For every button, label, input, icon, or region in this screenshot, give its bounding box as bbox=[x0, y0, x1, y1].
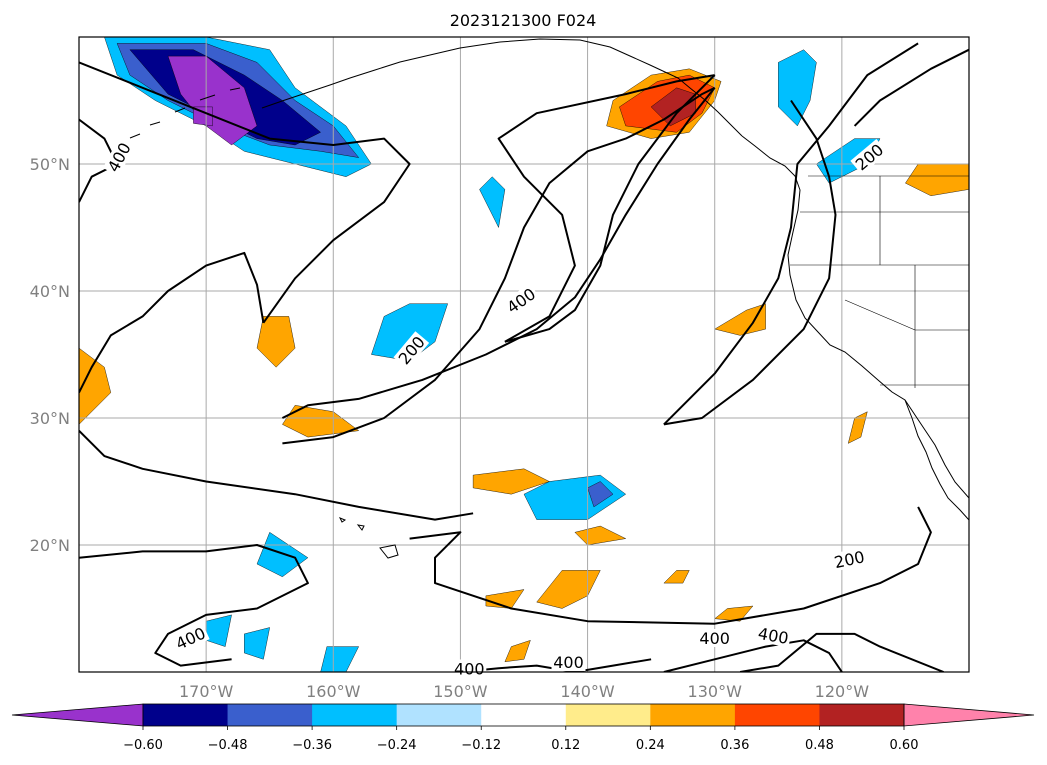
contour-label: 400 bbox=[553, 653, 584, 672]
coastline-layer bbox=[129, 38, 969, 559]
shaded-region bbox=[479, 176, 506, 228]
contour-line bbox=[853, 48, 969, 127]
contour-label-group: 400 bbox=[551, 653, 586, 672]
contour-label-backdrop bbox=[755, 623, 792, 648]
contour-label-backdrop bbox=[830, 546, 868, 572]
contour-label-backdrop bbox=[551, 653, 586, 672]
contour-label-backdrop bbox=[102, 137, 135, 177]
contour-line bbox=[281, 87, 716, 419]
x-tick-label: 120°W bbox=[815, 682, 870, 701]
shaded-region bbox=[848, 411, 868, 444]
colorbar-extend-high bbox=[903, 703, 1035, 727]
contour-label: 400 bbox=[454, 660, 485, 679]
colorbar-segment bbox=[819, 704, 905, 726]
contour-label-group: 200 bbox=[850, 139, 888, 175]
y-tick-label: 20°N bbox=[30, 536, 70, 555]
shaded-region bbox=[320, 646, 359, 672]
coastline-baja bbox=[904, 399, 969, 521]
x-tick-label: 160°W bbox=[306, 682, 361, 701]
shaded-region bbox=[650, 87, 696, 127]
contour-label-backdrop bbox=[501, 283, 541, 318]
colorbar-tick-label: 0.60 bbox=[890, 738, 919, 753]
shaded-region bbox=[371, 303, 448, 362]
contour-line bbox=[282, 86, 716, 445]
shaded-region bbox=[256, 316, 296, 368]
contour-label-group: 400 bbox=[452, 659, 487, 679]
islands-hawaii bbox=[338, 517, 399, 559]
colorbar-tick-label: −0.36 bbox=[292, 738, 332, 753]
shaded-region bbox=[244, 627, 270, 660]
colorbar-segment bbox=[396, 704, 482, 726]
map-frame bbox=[78, 36, 970, 673]
contour-label-backdrop bbox=[697, 629, 732, 647]
contour-line bbox=[504, 74, 716, 343]
colorbar: −0.60 −0.48 −0.36 −0.24 −0.12 0.12 0.24 0.36 0.4… bbox=[11, 703, 1035, 753]
islands-aleutians bbox=[129, 87, 241, 139]
shaded-region bbox=[778, 49, 817, 127]
y-tick-label: 50°N bbox=[30, 155, 70, 174]
coastline-alaska bbox=[261, 38, 743, 137]
contour-line bbox=[79, 251, 265, 394]
colorbar-segment bbox=[481, 704, 567, 726]
contour-line bbox=[409, 506, 932, 625]
colorbar-tick-label: 0.24 bbox=[636, 738, 665, 753]
contour-label-backdrop bbox=[171, 622, 210, 654]
colorbar-segment bbox=[143, 704, 229, 726]
x-tick-label: 170°W bbox=[179, 682, 234, 701]
x-tick-label: 140°W bbox=[560, 682, 615, 701]
shaded-region bbox=[536, 570, 601, 609]
coastline-bc-west bbox=[741, 135, 969, 499]
contour-label-backdrop bbox=[452, 659, 487, 678]
shaded-region bbox=[587, 481, 614, 508]
colorbar-segment bbox=[312, 704, 398, 726]
map-background bbox=[79, 37, 969, 672]
y-tick-label: 40°N bbox=[30, 282, 70, 301]
colorbar-segment bbox=[650, 704, 736, 726]
colorbar-segment bbox=[227, 704, 313, 726]
colorbar-tick-label: 0.12 bbox=[551, 738, 580, 753]
contour-layer bbox=[79, 42, 969, 672]
x-tick-label: 130°W bbox=[688, 682, 743, 701]
colorbar-tick-label: 0.48 bbox=[805, 738, 834, 753]
contour-label-backdrop bbox=[393, 331, 430, 369]
contour-label-group: 200 bbox=[393, 331, 430, 369]
colorbar-frame bbox=[142, 703, 905, 727]
contour-line bbox=[663, 42, 919, 426]
colorbar-tick-label: 0.36 bbox=[720, 738, 749, 753]
shaded-region bbox=[714, 605, 754, 622]
shaded-field-layer bbox=[79, 37, 969, 672]
shaded-region bbox=[472, 468, 550, 495]
colorbar-segment bbox=[734, 704, 820, 726]
contour-line bbox=[79, 544, 309, 667]
y-tick-label: 30°N bbox=[30, 409, 70, 428]
colorbar-tick-label: −0.48 bbox=[208, 738, 248, 753]
colorbar-tick-label: −0.60 bbox=[123, 738, 163, 753]
contour-line bbox=[79, 61, 411, 324]
colorbar-segment bbox=[565, 704, 651, 726]
colorbar-tick-label: −0.24 bbox=[377, 738, 417, 753]
contour-line bbox=[739, 632, 944, 672]
colorbar-tick-label: −0.12 bbox=[461, 738, 501, 753]
chart-title: 2023121300 F024 bbox=[450, 11, 597, 30]
state-borders bbox=[790, 175, 969, 388]
shaded-region bbox=[504, 640, 531, 662]
shaded-region bbox=[256, 532, 309, 577]
contour-line bbox=[79, 429, 474, 521]
contour-label-backdrop bbox=[850, 139, 888, 175]
x-tick-label: 150°W bbox=[433, 682, 488, 701]
colorbar-extend-low bbox=[11, 703, 144, 727]
contour-label-group: 400 bbox=[697, 629, 732, 648]
shaded-region bbox=[663, 570, 690, 584]
shaded-region bbox=[167, 55, 258, 146]
contour-line bbox=[497, 74, 715, 343]
contour-line bbox=[663, 99, 837, 426]
axis-tick-labels: 170°W 160°W 150°W 140°W 130°W 120°W 20°N 30°N 40… bbox=[30, 155, 870, 701]
contour-label: 400 bbox=[699, 629, 730, 648]
